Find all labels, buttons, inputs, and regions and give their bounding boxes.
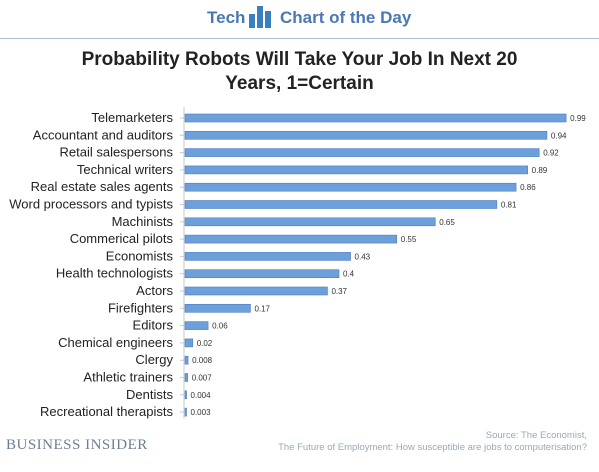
category-label: Chemical engineers: [58, 335, 173, 350]
data-label: 0.55: [401, 235, 417, 244]
data-label: 0.89: [532, 166, 548, 175]
category-label: Recreational therapists: [40, 404, 173, 419]
category-label: Real estate sales agents: [31, 179, 174, 194]
data-label: 0.86: [520, 183, 536, 192]
bar: [184, 217, 436, 227]
chart-title: Probability Robots Will Take Your Job In…: [0, 48, 599, 96]
category-label: Health technologists: [56, 266, 174, 281]
data-label: 0.003: [191, 408, 212, 417]
category-label: Actors: [136, 283, 173, 298]
tech-label: Tech: [207, 8, 246, 27]
data-label: 0.004: [191, 391, 212, 400]
bar: [184, 321, 209, 330]
source-line-2: The Future of Employment: How susceptibl…: [278, 442, 587, 453]
category-label: Machinists: [112, 214, 174, 229]
category-label: Commerical pilots: [70, 231, 174, 246]
category-label: Clergy: [135, 352, 173, 367]
bar: [184, 269, 340, 279]
data-label: 0.92: [543, 149, 559, 158]
data-label: 0.008: [192, 356, 213, 365]
data-label: 0.99: [570, 114, 586, 123]
category-label: Retail salespersons: [60, 145, 174, 160]
category-label: Word processors and typists: [9, 197, 173, 212]
data-label: 0.81: [501, 201, 517, 210]
bar: [184, 113, 567, 123]
data-label: 0.4: [343, 270, 355, 279]
bar: [184, 407, 187, 417]
source-line-1: Source: The Economist,: [485, 430, 587, 441]
data-label: 0.06: [212, 322, 228, 331]
bar: [184, 252, 351, 261]
bar: [184, 338, 193, 348]
category-label: Editors: [133, 318, 174, 333]
bar: [184, 234, 398, 244]
business-insider-logo: BUSINESS INSIDER: [6, 437, 148, 453]
header-divider: [0, 38, 599, 39]
bar: [184, 355, 189, 365]
header: Tech Chart of the Day: [0, 0, 599, 46]
data-label: 0.65: [439, 218, 455, 227]
bar: [184, 286, 328, 296]
data-label: 0.37: [331, 287, 347, 296]
data-label: 0.43: [355, 252, 371, 261]
bar: [184, 165, 528, 175]
category-label: Firefighters: [108, 300, 174, 315]
category-label: Technical writers: [77, 162, 174, 177]
data-label: 0.02: [197, 339, 213, 348]
category-label: Accountant and auditors: [33, 127, 174, 142]
chart-title-line2: Years, 1=Certain: [225, 73, 374, 94]
bar: [184, 303, 251, 313]
bar: [184, 390, 187, 400]
bar: [184, 373, 188, 382]
data-label: 0.17: [254, 304, 270, 313]
category-label: Athletic trainers: [83, 370, 173, 385]
bar: [184, 131, 548, 140]
source-note: Source: The Economist, The Future of Emp…: [278, 430, 587, 454]
bar: [184, 200, 498, 209]
data-label: 0.94: [551, 131, 567, 140]
category-label: Dentists: [126, 387, 173, 402]
category-label: Telemarketers: [91, 110, 173, 125]
bar-chart-logo-icon: [249, 6, 271, 28]
chart-title-line1: Probability Robots Will Take Your Job In…: [81, 49, 518, 70]
bar: [184, 148, 540, 157]
category-label: Economists: [106, 248, 174, 263]
bar: [184, 182, 517, 192]
data-label: 0.007: [192, 374, 213, 383]
chart-of-the-day-label: Chart of the Day: [280, 8, 412, 27]
